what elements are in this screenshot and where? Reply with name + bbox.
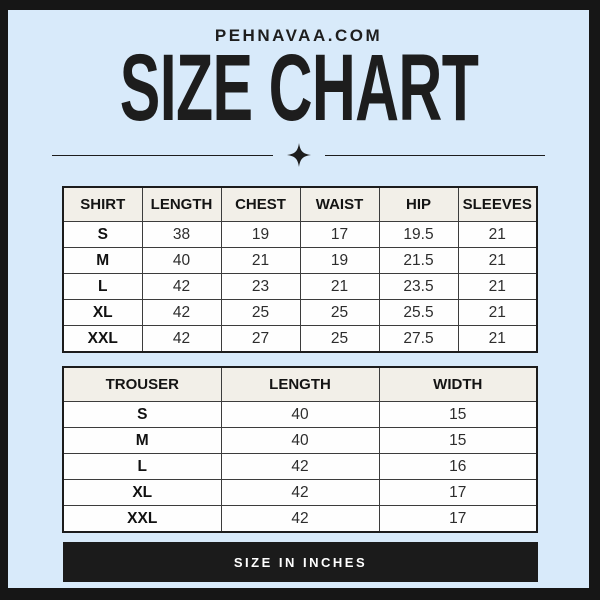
measurement-cell: 42 (220, 505, 380, 533)
table-row: L 42 23 21 23.5 21 (62, 273, 538, 300)
table-row: XXL 42 17 (62, 505, 538, 533)
size-label-cell: M (62, 427, 222, 454)
measurement-cell: 19 (220, 221, 301, 248)
table-row: XL 42 17 (62, 479, 538, 506)
size-label-cell: L (62, 273, 143, 300)
measurement-cell: 27.5 (378, 325, 459, 353)
measurement-cell: 42 (141, 299, 222, 326)
column-header: WAIST (299, 186, 380, 222)
size-label-cell: XL (62, 299, 143, 326)
measurement-cell: 21 (457, 247, 538, 274)
size-label-cell: L (62, 453, 222, 480)
shirt-table-header-row: SHIRT LENGTH CHEST WAIST HIP SLEEVES (62, 186, 538, 222)
table-row: XL 42 25 25 25.5 21 (62, 299, 538, 326)
footer-bar: SIZE IN INCHES (63, 542, 538, 582)
measurement-cell: 21.5 (378, 247, 459, 274)
brand-name: PEHNAVAA.COM (214, 26, 383, 45)
trouser-table-header-row: TROUSER LENGTH WIDTH (62, 366, 538, 402)
measurement-cell: 15 (378, 401, 538, 428)
measurement-cell: 27 (220, 325, 301, 353)
measurement-cell: 40 (141, 247, 222, 274)
column-header: WIDTH (378, 366, 538, 402)
measurement-cell: 21 (220, 247, 301, 274)
divider-line-left (52, 154, 273, 156)
units-note: SIZE IN INCHES (233, 554, 368, 570)
measurement-cell: 25 (220, 299, 301, 326)
measurement-cell: 23.5 (378, 273, 459, 300)
table-row: L 42 16 (62, 453, 538, 480)
measurement-cell: 25 (299, 325, 380, 353)
measurement-cell: 23 (220, 273, 301, 300)
size-label-cell: M (62, 247, 143, 274)
column-header: HIP (378, 186, 459, 222)
column-header: CHEST (220, 186, 301, 222)
size-label-cell: XL (62, 479, 222, 506)
measurement-cell: 21 (457, 273, 538, 300)
decorative-divider (8, 143, 589, 167)
column-header: SLEEVES (457, 186, 538, 222)
measurement-cell: 17 (378, 505, 538, 533)
column-header: SHIRT (62, 186, 143, 222)
size-label-cell: S (62, 221, 143, 248)
measurement-cell: 21 (457, 299, 538, 326)
measurement-cell: 21 (457, 221, 538, 248)
measurement-cell: 16 (378, 453, 538, 480)
table-row: M 40 21 19 21.5 21 (62, 247, 538, 274)
measurement-cell: 25 (299, 299, 380, 326)
measurement-cell: 40 (220, 427, 380, 454)
page-title: SIZE CHART (119, 35, 478, 141)
measurement-cell: 15 (378, 427, 538, 454)
column-header: LENGTH (220, 366, 380, 402)
measurement-cell: 42 (220, 479, 380, 506)
measurement-cell: 21 (457, 325, 538, 353)
measurement-cell: 42 (141, 325, 222, 353)
sparkle-icon (286, 143, 311, 167)
table-row: M 40 15 (62, 427, 538, 454)
measurement-cell: 40 (220, 401, 380, 428)
table-row: XXL 42 27 25 27.5 21 (62, 325, 538, 353)
measurement-cell: 42 (141, 273, 222, 300)
column-header: LENGTH (141, 186, 222, 222)
shirt-size-table: SHIRT LENGTH CHEST WAIST HIP SLEEVES S 38 19 17 1… (62, 186, 538, 353)
measurement-cell: 21 (299, 273, 380, 300)
page-title-wrap: SIZE CHART (8, 35, 589, 141)
column-header: TROUSER (62, 366, 222, 402)
measurement-cell: 25.5 (378, 299, 459, 326)
measurement-cell: 38 (141, 221, 222, 248)
measurement-cell: 19 (299, 247, 380, 274)
size-label-cell: XXL (62, 325, 143, 353)
tables-area: SHIRT LENGTH CHEST WAIST HIP SLEEVES S 38 19 17 1… (8, 186, 589, 582)
size-label-cell: S (62, 401, 222, 428)
table-row: S 40 15 (62, 401, 538, 428)
measurement-cell: 42 (220, 453, 380, 480)
measurement-cell: 17 (378, 479, 538, 506)
measurement-cell: 19.5 (378, 221, 459, 248)
divider-line-right (324, 154, 545, 156)
measurement-cell: 17 (299, 221, 380, 248)
trouser-size-table: TROUSER LENGTH WIDTH S 40 15 M 40 15 L 42 16 XL 42 17… (62, 366, 538, 533)
table-row: S 38 19 17 19.5 21 (62, 221, 538, 248)
size-label-cell: XXL (62, 505, 222, 533)
